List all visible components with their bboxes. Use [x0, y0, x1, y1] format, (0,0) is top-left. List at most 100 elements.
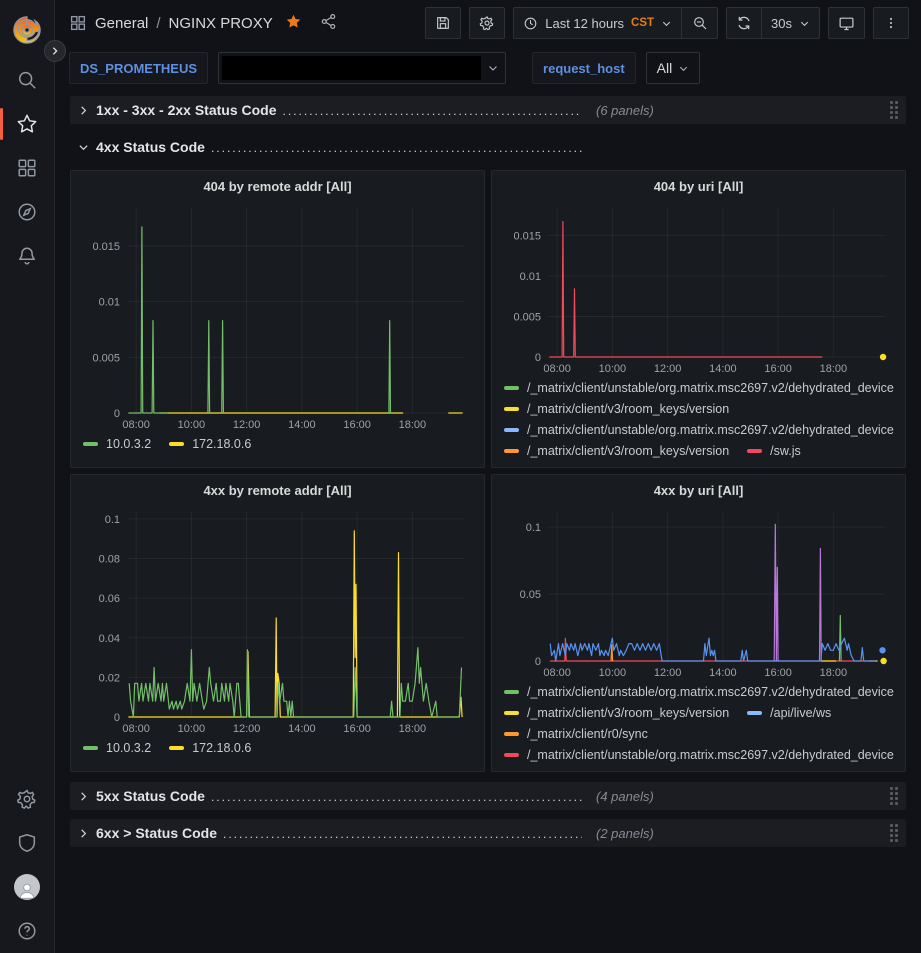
svg-text:18:00: 18:00 — [399, 419, 427, 431]
favorite-star-button[interactable] — [285, 13, 302, 34]
panel-title[interactable]: 404 by remote addr [All] — [203, 179, 352, 194]
row-4xx[interactable]: 4xx Status Code ........................… — [70, 133, 906, 161]
legend-swatch — [747, 711, 763, 715]
save-dashboard-button[interactable] — [425, 7, 462, 39]
legend-item[interactable]: /_matrix/client/v3/room_keys/version — [504, 444, 729, 458]
chevron-right-icon — [76, 791, 90, 802]
grafana-logo[interactable] — [0, 2, 55, 58]
legend-item[interactable]: /_matrix/client/r0/sync — [504, 727, 648, 741]
timeseries-chart[interactable]: 08:00 10:00 12:00 14:00 16:00 18:00 0 0.05 0.1 — [502, 503, 895, 681]
svg-text:0.015: 0.015 — [513, 230, 541, 242]
legend-item[interactable]: /sw.js — [747, 444, 801, 458]
variable-ds-prometheus-select[interactable] — [218, 52, 507, 84]
row-leader-dots: ........................................… — [210, 790, 582, 804]
row-drag-handle[interactable] — [890, 787, 898, 805]
sidebar-item-configuration[interactable] — [0, 777, 55, 821]
share-button[interactable] — [320, 13, 337, 34]
breadcrumb: General / NGINX PROXY — [69, 13, 337, 34]
redacted-value — [222, 56, 482, 80]
sidebar-item-admin[interactable] — [0, 821, 55, 865]
refresh-button[interactable] — [726, 7, 763, 39]
time-range-picker[interactable]: Last 12 hours CST — [513, 7, 683, 39]
svg-text:14:00: 14:00 — [288, 723, 316, 735]
legend-item[interactable]: /api/live/ws — [747, 706, 831, 720]
row-drag-handle[interactable] — [890, 101, 898, 119]
tv-mode-button[interactable] — [828, 7, 865, 39]
row-panel-count: (6 panels) — [596, 102, 654, 118]
svg-text:0.1: 0.1 — [526, 522, 541, 534]
legend-item[interactable]: 172.18.0.6 — [169, 741, 251, 755]
variable-request-host-value: All — [656, 60, 673, 76]
svg-text:0: 0 — [535, 352, 541, 364]
breadcrumb-page-title[interactable]: NGINX PROXY — [168, 14, 273, 32]
timeseries-chart[interactable]: 08:00 10:00 12:00 14:00 16:00 18:00 0 0.02 0.04 0… — [81, 503, 474, 737]
refresh-interval-picker[interactable]: 30s — [762, 7, 820, 39]
sidebar-item-search[interactable] — [0, 58, 55, 102]
row-1xx-3xx-2xx[interactable]: 1xx - 3xx - 2xx Status Code ............… — [70, 96, 906, 124]
sidebar-item-starred[interactable] — [0, 102, 55, 146]
legend-item[interactable]: /_matrix/client/unstable/org.matrix.msc2… — [504, 748, 894, 762]
sidebar-item-explore[interactable] — [0, 190, 55, 234]
chevron-right-icon — [76, 828, 90, 839]
kebab-menu-icon — [889, 17, 893, 29]
svg-text:08:00: 08:00 — [122, 419, 150, 431]
legend-swatch — [504, 428, 519, 432]
sidebar-item-dashboards[interactable] — [0, 146, 55, 190]
svg-text:14:00: 14:00 — [709, 667, 737, 679]
panel-title[interactable]: 404 by uri [All] — [653, 179, 744, 194]
row-title: 5xx Status Code — [96, 788, 205, 804]
svg-text:08:00: 08:00 — [543, 667, 571, 679]
legend-item[interactable]: /_matrix/client/v3/room_keys/version — [504, 402, 729, 416]
legend-item[interactable]: /_matrix/client/unstable/org.matrix.msc2… — [504, 381, 894, 395]
panel-title[interactable]: 4xx by remote addr [All] — [203, 483, 352, 498]
sidebar-item-alerting[interactable] — [0, 234, 55, 278]
sidebar-item-help[interactable] — [0, 909, 55, 953]
panel-legend: 10.0.3.2 172.18.0.6 — [81, 737, 474, 767]
legend-item[interactable]: /_matrix/client/unstable/org.matrix.msc2… — [504, 423, 894, 437]
timeseries-chart[interactable]: 08:00 10:00 12:00 14:00 16:00 18:00 0 0.005 0.01… — [81, 199, 474, 433]
breadcrumb-section[interactable]: General — [95, 14, 149, 32]
svg-text:10:00: 10:00 — [178, 419, 206, 431]
timeseries-chart[interactable]: 08:00 10:00 12:00 14:00 16:00 18:00 0 0.005 0.01… — [502, 199, 895, 377]
legend-item[interactable]: /_matrix/client/unstable/org.matrix.msc2… — [504, 685, 894, 699]
row-6xx[interactable]: 6xx > Status Code ......................… — [70, 819, 906, 847]
legend-item[interactable]: 10.0.3.2 — [83, 437, 151, 451]
variables-bar: DS_PROMETHEUS request_host All — [55, 46, 921, 90]
panels-grid: 404 by remote addr [All] 08:00 10:00 12:00… — [70, 170, 906, 772]
row-leader-dots: ........................................… — [223, 827, 582, 841]
bell-icon — [18, 247, 36, 265]
sidebar-expand-button[interactable] — [44, 40, 66, 62]
legend-swatch — [504, 732, 519, 736]
refresh-icon — [738, 16, 750, 30]
legend-item[interactable]: /_matrix/client/v3/room_keys/version — [504, 706, 729, 720]
variable-ds-prometheus-label[interactable]: DS_PROMETHEUS — [69, 52, 209, 84]
row-5xx[interactable]: 5xx Status Code ........................… — [70, 782, 906, 810]
monitor-icon — [839, 17, 854, 30]
panel-404-by-uri: 404 by uri [All] 08:00 10:00 12:00 14:00 16:… — [491, 170, 906, 468]
variable-request-host-select[interactable]: All — [645, 52, 701, 84]
more-options-button[interactable] — [873, 7, 909, 39]
legend-label: 172.18.0.6 — [192, 437, 252, 451]
panel-title[interactable]: 4xx by uri [All] — [653, 483, 744, 498]
panel-4xx-by-uri: 4xx by uri [All] 08:00 10:00 12:00 14:00 16:… — [491, 474, 906, 772]
star-icon — [17, 114, 37, 133]
row-title: 4xx Status Code — [96, 139, 205, 155]
sidebar-item-profile[interactable] — [0, 865, 55, 909]
legend-item[interactable]: 10.0.3.2 — [83, 741, 151, 755]
legend-item[interactable]: 172.18.0.6 — [169, 437, 251, 451]
timezone-label: CST — [631, 17, 655, 29]
row-title-wrap: 4xx Status Code ........................… — [96, 139, 582, 155]
legend-label: /_matrix/client/v3/room_keys/version — [527, 706, 730, 720]
svg-text:18:00: 18:00 — [820, 667, 848, 679]
search-icon — [18, 71, 36, 89]
svg-text:0: 0 — [114, 712, 120, 724]
dashboard-settings-button[interactable] — [469, 7, 506, 39]
row-drag-handle[interactable] — [890, 824, 898, 842]
share-alt-icon — [321, 13, 335, 29]
zoom-out-icon — [693, 17, 706, 30]
variable-request-host-label[interactable]: request_host — [532, 52, 636, 84]
chevron-down-icon — [662, 21, 671, 26]
svg-text:0.1: 0.1 — [105, 514, 120, 526]
zoom-out-time-button[interactable] — [682, 7, 719, 39]
panel-legend: /_matrix/client/unstable/org.matrix.msc2… — [502, 377, 895, 463]
